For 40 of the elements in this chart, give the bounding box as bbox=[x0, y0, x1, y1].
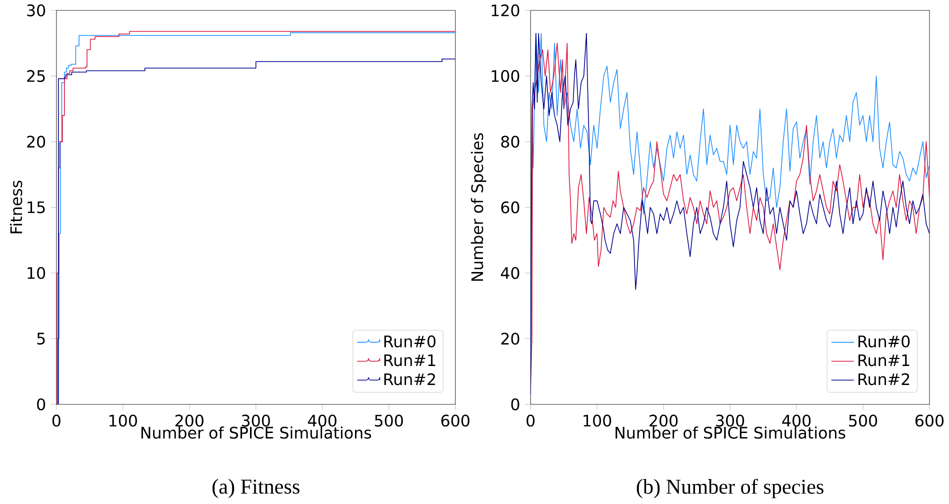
y-tick-label: 10 bbox=[28, 266, 46, 279]
x-tick-label: 200 bbox=[650, 414, 678, 426]
x-tick-label: 0 bbox=[52, 414, 60, 426]
y-tick-label: 100 bbox=[492, 70, 520, 82]
x-tick-label: 500 bbox=[374, 414, 403, 426]
y-axis-title: Number of Species bbox=[470, 133, 486, 281]
x-tick-label: 600 bbox=[441, 414, 470, 426]
legend-label: Run#0 bbox=[858, 335, 910, 348]
y-tick-label: 30 bbox=[27, 4, 46, 16]
x-tick-label: 400 bbox=[782, 414, 811, 426]
x-tick-label: 200 bbox=[175, 414, 204, 426]
y-tick-label: 120 bbox=[492, 4, 520, 16]
x-tick-label: 300 bbox=[242, 414, 270, 426]
y-tick-label: 60 bbox=[501, 201, 520, 214]
x-tick-label: 0 bbox=[526, 414, 535, 426]
legend-label: Run#1 bbox=[384, 354, 436, 366]
y-tick-label: 25 bbox=[27, 70, 45, 82]
x-tick-label: 500 bbox=[849, 414, 878, 426]
y-tick-label: 15 bbox=[28, 201, 45, 214]
legend-label: Run#1 bbox=[858, 354, 910, 366]
y-tick-label: 0 bbox=[37, 398, 46, 410]
legend-label: Run#0 bbox=[384, 335, 436, 348]
y-tick-label: 5 bbox=[37, 332, 45, 344]
y-tick-label: 20 bbox=[27, 136, 46, 148]
text: (a) Fitness bbox=[212, 478, 300, 498]
x-tick-label: 100 bbox=[110, 414, 137, 426]
x-tick-label: 400 bbox=[308, 414, 336, 426]
text: (b) Number of species bbox=[636, 478, 824, 498]
legend-label: Run#2 bbox=[384, 373, 435, 386]
x-tick-label: 100 bbox=[584, 414, 612, 426]
legend-label: Run#2 bbox=[858, 373, 910, 386]
x-axis-title: Number of SPICE Simulations bbox=[616, 426, 846, 439]
y-tick-label: 20 bbox=[501, 332, 520, 345]
y-tick-label: 80 bbox=[501, 136, 520, 148]
x-axis-title: Number of SPICE Simulations bbox=[141, 426, 372, 439]
y-tick-label: 0 bbox=[511, 398, 520, 410]
x-tick-label: 600 bbox=[915, 414, 944, 426]
y-tick-label: 40 bbox=[500, 266, 520, 279]
x-tick-label: 300 bbox=[716, 414, 744, 426]
y-axis-title: Fitness bbox=[10, 180, 22, 234]
